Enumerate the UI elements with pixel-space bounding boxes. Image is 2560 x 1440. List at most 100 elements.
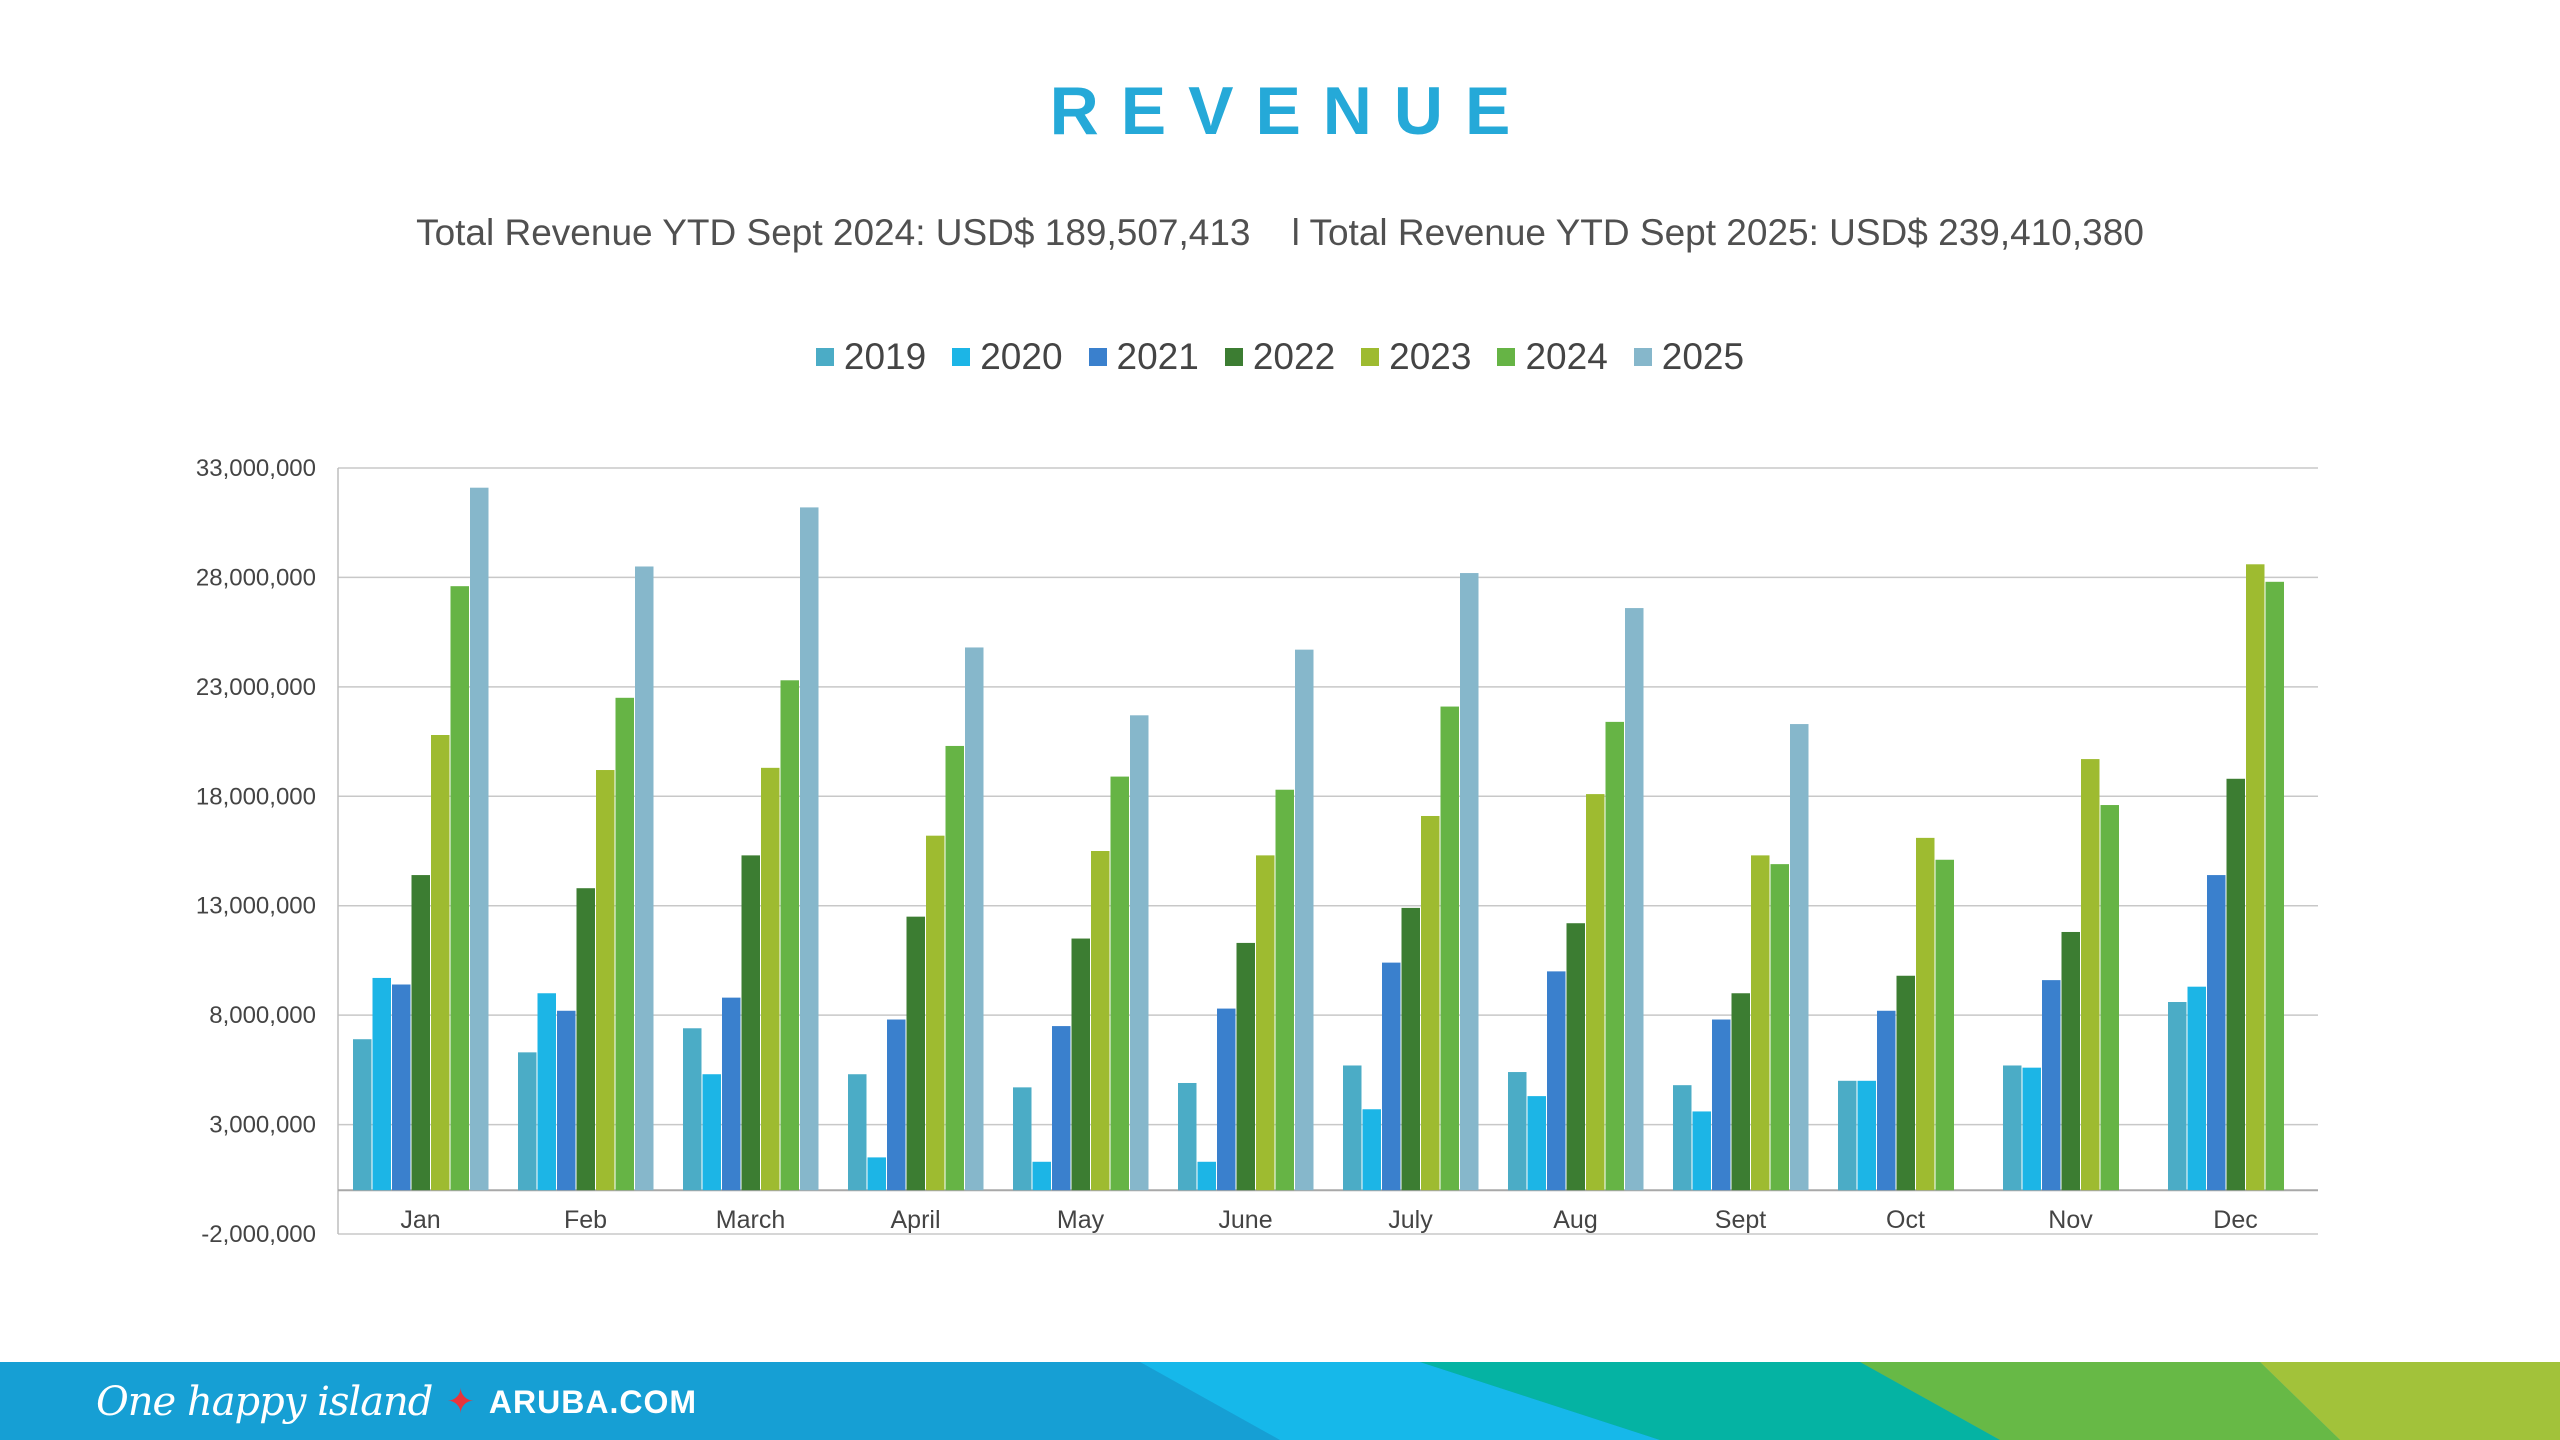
bar-2020-June (1197, 1161, 1216, 1191)
legend-swatch (1224, 348, 1243, 366)
bar-2022-July (1401, 907, 1420, 1191)
bar-2020-July (1362, 1109, 1381, 1191)
legend-item-2021: 2021 (1088, 336, 1199, 378)
bar-2024-Sept (1770, 864, 1789, 1191)
bar-2020-Feb (537, 993, 556, 1191)
bar-2021-Jan (392, 984, 411, 1191)
bar-2022-Jan (411, 875, 430, 1191)
bar-2019-March (683, 1028, 702, 1191)
bar-2024-Oct (1935, 859, 1954, 1191)
bar-2020-March (702, 1074, 721, 1191)
x-tick-label: Dec (2213, 1206, 2257, 1234)
x-tick-label: Sept (1715, 1206, 1766, 1234)
x-tick-label: Feb (564, 1206, 607, 1234)
chart-title: REVENUE (1049, 73, 1533, 149)
legend-label: 2021 (1116, 336, 1199, 377)
bar-2020-Nov (2022, 1067, 2041, 1191)
y-tick-label: 18,000,000 (196, 783, 316, 810)
bar-2020-Aug (1527, 1096, 1546, 1191)
bar-2024-Dec (2265, 581, 2284, 1191)
chart-legend: 2019 2020 2021 2022 2023 2024 2025 (0, 336, 2560, 378)
legend-swatch (815, 348, 834, 366)
revenue-bar-chart: 33,000,000 28,000,000 23,000,000 18,000,000… (196, 455, 2318, 1248)
bar-2024-Jan (450, 586, 469, 1191)
footer-banner: One happy island ✦ ARUBA.COM (0, 1362, 2560, 1440)
star-icon: ✦ (446, 1383, 475, 1421)
legend-label: 2019 (843, 336, 927, 377)
y-tick-label: 8,000,000 (209, 1002, 316, 1029)
legend-label: 2022 (1252, 336, 1336, 377)
bar-2021-March (722, 997, 741, 1191)
bar-2022-Feb (576, 888, 595, 1191)
bar-2023-Sept (1751, 855, 1770, 1191)
bar-2019-Jan (353, 1039, 372, 1191)
bar-2020-Dec (2187, 986, 2206, 1191)
bar-2022-Nov (2061, 931, 2080, 1191)
legend-swatch (1497, 348, 1516, 366)
legend-swatch (952, 348, 971, 366)
bar-2022-May (1071, 938, 1090, 1191)
bar-2023-July (1421, 815, 1440, 1191)
bar-2023-Dec (2246, 564, 2265, 1191)
y-tick-label: 28,000,000 (196, 564, 316, 591)
bar-2020-Jan (372, 977, 391, 1191)
bar-2021-July (1382, 962, 1401, 1191)
legend-swatch (1633, 348, 1652, 366)
x-tick-label: Oct (1886, 1206, 1925, 1234)
tagline-text: One happy island (96, 1379, 433, 1425)
x-tick-label: July (1388, 1206, 1433, 1234)
bar-2024-Feb (615, 697, 634, 1191)
y-tick-label: -2,000,000 (201, 1221, 316, 1248)
bar-2025-Jan (470, 487, 489, 1191)
footer-stripes (0, 1362, 2560, 1440)
x-tick-label: April (890, 1206, 940, 1234)
legend-item-2025: 2025 (1633, 336, 1745, 378)
bar-2021-June (1217, 1008, 1236, 1191)
bar-2022-Dec (2226, 778, 2245, 1191)
bar-2021-Feb (557, 1010, 576, 1191)
bar-2021-Nov (2042, 980, 2061, 1191)
legend-item-2022: 2022 (1224, 336, 1336, 378)
bar-2019-May (1013, 1087, 1032, 1191)
legend-swatch (1088, 348, 1107, 366)
bar-2019-April (848, 1074, 867, 1191)
brand-logo: One happy island ✦ ARUBA.COM (96, 1372, 697, 1432)
bar-2023-Oct (1916, 837, 1935, 1191)
bar-2022-June (1236, 942, 1255, 1191)
bar-2023-Feb (596, 770, 615, 1191)
bar-2023-May (1091, 851, 1110, 1191)
bar-2023-Nov (2081, 759, 2100, 1191)
bar-2019-Nov (2003, 1065, 2022, 1191)
bar-2022-Sept (1731, 993, 1750, 1191)
y-tick-label: 33,000,000 (196, 455, 316, 482)
bar-2025-June (1295, 649, 1314, 1191)
bar-2023-June (1256, 855, 1275, 1191)
bar-2024-Aug (1605, 721, 1624, 1191)
bar-2019-Dec (2168, 1002, 2187, 1191)
legend-item-2019: 2019 (815, 336, 927, 378)
y-tick-label: 13,000,000 (196, 893, 316, 920)
x-tick-label: Aug (1553, 1206, 1597, 1234)
legend-label: 2025 (1661, 336, 1745, 377)
bar-2025-April (965, 647, 984, 1191)
chart-subtitle: Total Revenue YTD Sept 2024: USD$ 189,50… (416, 212, 2144, 253)
bar-2023-Jan (431, 735, 450, 1191)
x-tick-label: May (1057, 1206, 1105, 1234)
bar-2022-March (741, 855, 760, 1191)
legend-item-2023: 2023 (1361, 336, 1471, 378)
bar-2023-March (761, 767, 780, 1191)
bar-2019-June (1178, 1082, 1197, 1191)
bar-2025-July (1460, 573, 1479, 1191)
x-tick-label: March (716, 1206, 785, 1234)
bar-2023-April (926, 835, 945, 1191)
bar-2025-March (800, 507, 819, 1191)
bar-2020-Oct (1857, 1080, 1876, 1191)
bar-2024-May (1110, 776, 1129, 1191)
bar-2020-April (867, 1157, 886, 1191)
legend-swatch (1361, 348, 1380, 366)
x-tick-label: Jan (400, 1206, 440, 1234)
bar-2025-Feb (635, 566, 654, 1191)
bar-2020-May (1032, 1161, 1051, 1191)
legend-item-2020: 2020 (952, 336, 1063, 378)
bar-2019-Feb (518, 1052, 537, 1191)
